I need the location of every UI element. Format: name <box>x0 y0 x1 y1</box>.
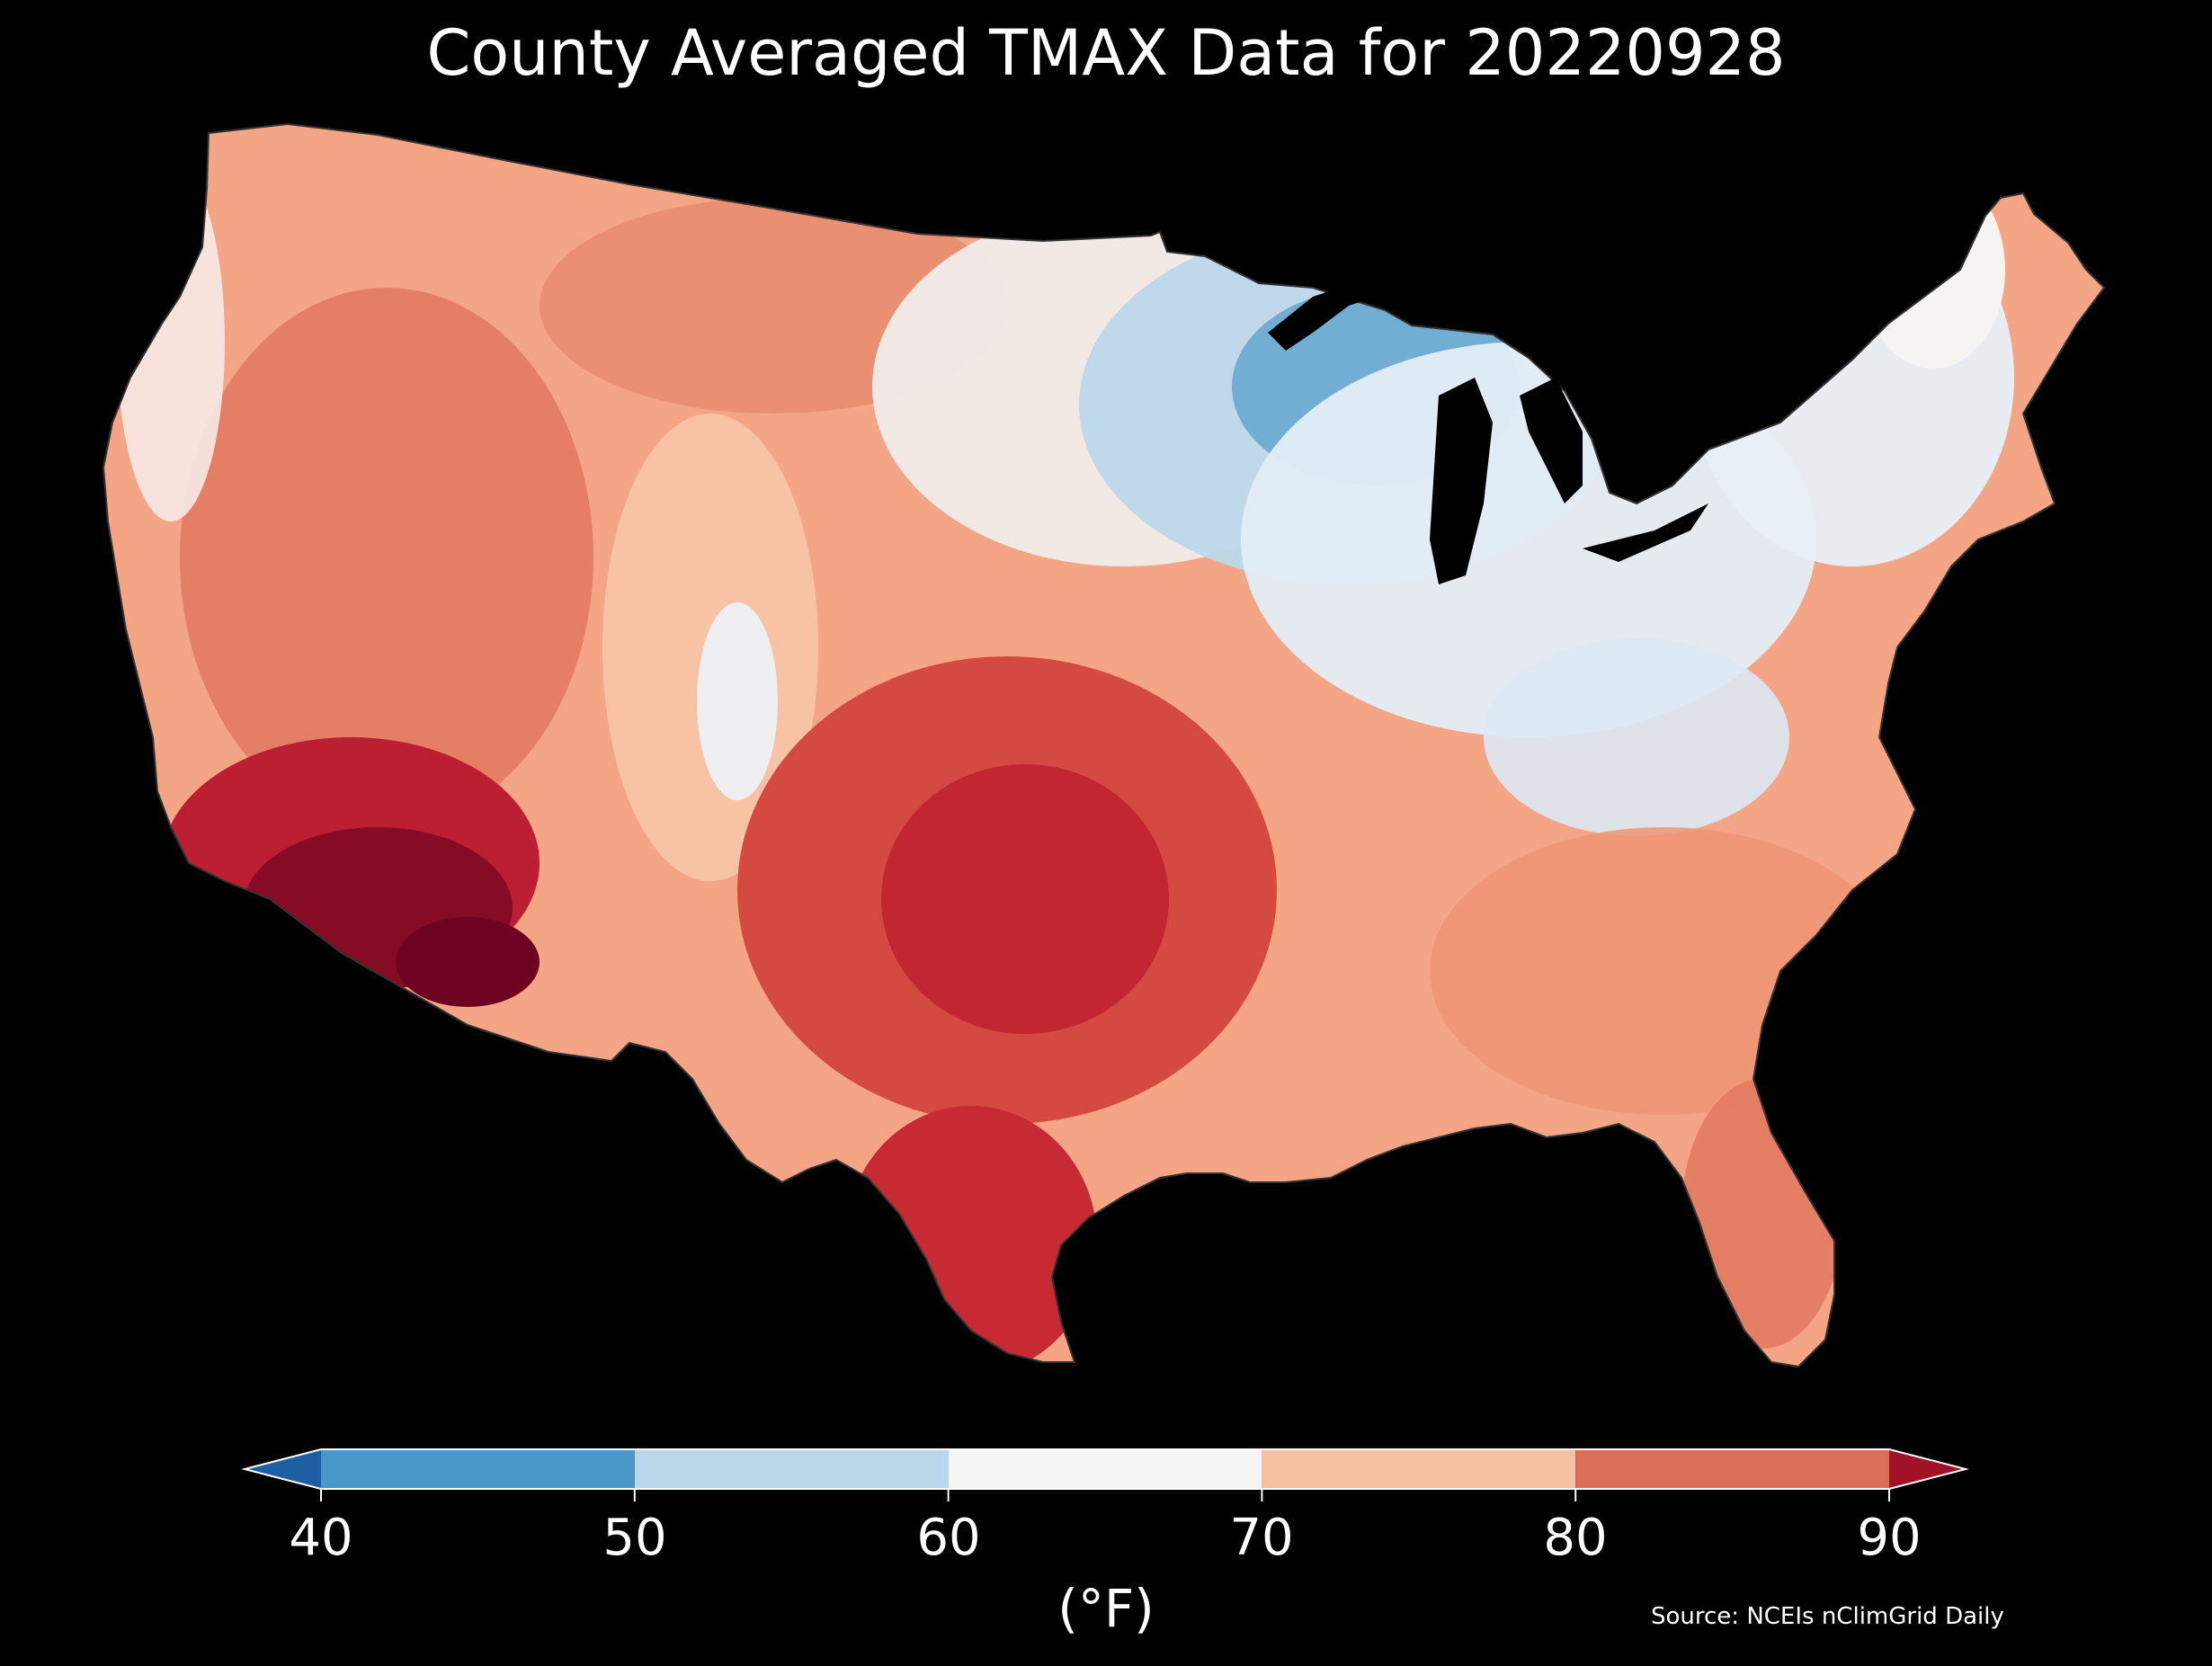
colorbar-under-arrow <box>245 1449 321 1489</box>
lake-michigan <box>1430 378 1493 584</box>
lake-superior <box>1268 279 1403 351</box>
source-credit: Source: NCEIs nClimGrid Daily <box>1651 1603 2004 1630</box>
colorbar-bin-60-70 <box>948 1449 1262 1489</box>
map-title: County Averaged TMAX Data for 20220928 <box>426 16 1786 90</box>
colorbar-bin-80-90 <box>1575 1449 1889 1489</box>
us-outline <box>102 122 2106 1368</box>
choropleth-map <box>102 122 2106 1368</box>
colorbar <box>241 1448 1969 1501</box>
colorbar-tick-70: 70 <box>1229 1509 1294 1567</box>
colorbar-tick-90: 90 <box>1857 1509 1922 1567</box>
colorbar-bin-50-60 <box>634 1449 949 1489</box>
colorbar-units-label: (°F) <box>1057 1578 1155 1639</box>
colorbar-tick-60: 60 <box>916 1509 981 1567</box>
colorbar-tick-40: 40 <box>289 1509 353 1567</box>
colorbar-over-arrow <box>1889 1449 1966 1489</box>
colorbar-tick-80: 80 <box>1543 1509 1608 1567</box>
colorbar-tick-50: 50 <box>602 1509 667 1567</box>
lake-erie <box>1583 503 1708 562</box>
lake-huron <box>1520 378 1583 503</box>
colorbar-bin-40-50 <box>321 1449 635 1489</box>
colorbar-bin-70-80 <box>1262 1449 1576 1489</box>
